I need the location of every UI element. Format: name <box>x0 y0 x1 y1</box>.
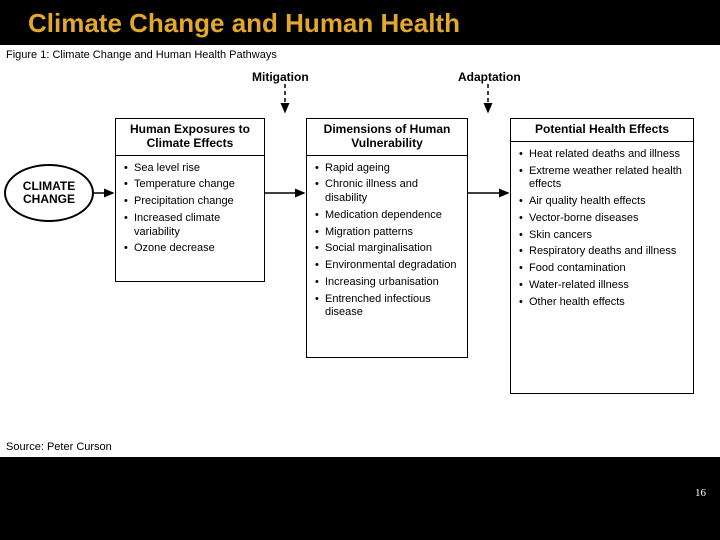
list-item: Respiratory deaths and illness <box>519 245 687 259</box>
panel-exposures-body: Sea level rise Temperature change Precipit… <box>116 156 264 266</box>
source-label: Source: Peter Curson <box>0 438 720 457</box>
list-item: Increasing urbanisation <box>315 276 461 290</box>
list-item: Chronic illness and disability <box>315 178 461 206</box>
list-item: Medication dependence <box>315 209 461 223</box>
list-item: Skin cancers <box>519 229 687 243</box>
list-item: Entrenched infectious disease <box>315 293 461 321</box>
list-item: Increased climate variability <box>124 212 258 240</box>
top-label-adaptation: Adaptation <box>458 70 521 84</box>
figure-label: Figure 1: Climate Change and Human Healt… <box>0 45 720 64</box>
page-number: 16 <box>695 487 706 499</box>
list-item: Air quality health effects <box>519 195 687 209</box>
list-item: Food contamination <box>519 262 687 276</box>
list-item: Ozone decrease <box>124 242 258 256</box>
list-item: Vector-borne diseases <box>519 212 687 226</box>
list-item: Social marginalisation <box>315 242 461 256</box>
list-item: Rapid ageing <box>315 162 461 176</box>
list-item: Migration patterns <box>315 226 461 240</box>
panel-effects-header: Potential Health Effects <box>511 119 693 142</box>
top-label-mitigation: Mitigation <box>252 70 309 84</box>
panel-vulnerability-header: Dimensions of Human Vulnerability <box>307 119 467 156</box>
list-item: Temperature change <box>124 178 258 192</box>
panel-effects: Potential Health Effects Heat related de… <box>510 118 694 394</box>
slide-title: Climate Change and Human Health <box>28 8 700 39</box>
list-item: Heat related deaths and illness <box>519 148 687 162</box>
node-climate-change-label: CLIMATE CHANGE <box>6 180 92 206</box>
title-bar: Climate Change and Human Health <box>0 0 720 45</box>
panel-effects-body: Heat related deaths and illness Extreme w… <box>511 142 693 319</box>
panel-vulnerability-body: Rapid ageing Chronic illness and disabili… <box>307 156 467 330</box>
list-item: Precipitation change <box>124 195 258 209</box>
panel-exposures: Human Exposures to Climate Effects Sea l… <box>115 118 265 282</box>
list-item: Other health effects <box>519 296 687 310</box>
list-item: Sea level rise <box>124 162 258 176</box>
diagram-area: Mitigation Adaptation CLIMATE CHANGE Hum… <box>0 64 720 438</box>
node-climate-change: CLIMATE CHANGE <box>4 164 94 222</box>
panel-exposures-header: Human Exposures to Climate Effects <box>116 119 264 156</box>
list-item: Water-related illness <box>519 279 687 293</box>
page-number-row: 16 <box>0 457 720 503</box>
list-item: Extreme weather related health effects <box>519 165 687 193</box>
list-item: Environmental degradation <box>315 259 461 273</box>
panel-vulnerability: Dimensions of Human Vulnerability Rapid … <box>306 118 468 358</box>
